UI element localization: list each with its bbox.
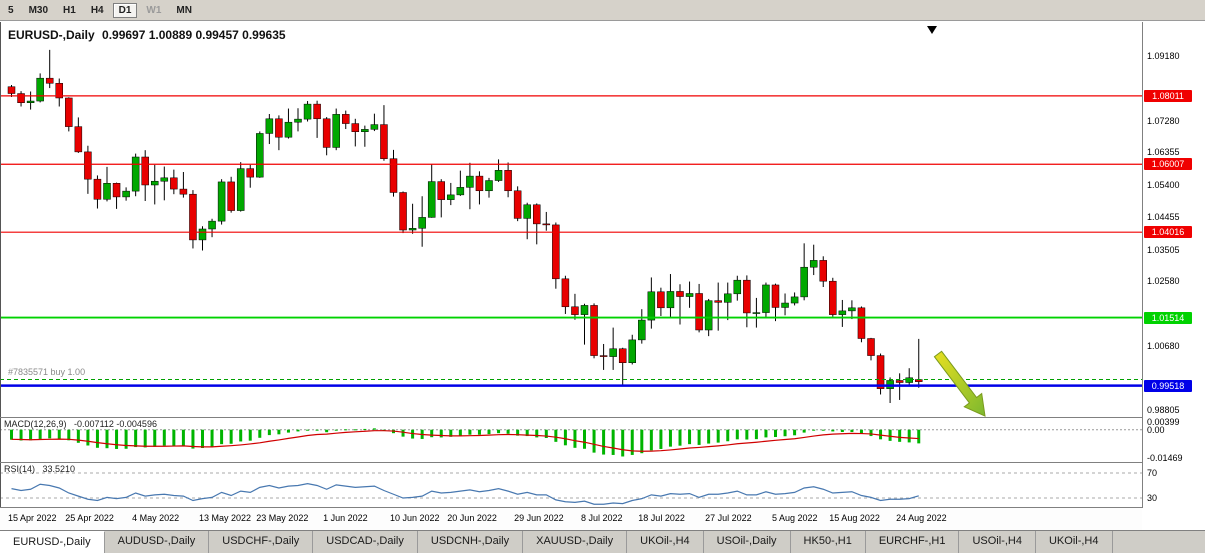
price-tick-label: 1.03505 (1147, 244, 1180, 255)
chart-title: EURUSD-,Daily 0.99697 1.00889 0.99457 0.… (8, 28, 290, 42)
timeframe-button-5[interactable]: 5 (8, 4, 14, 16)
macd-scale-label: 0.00399 (1147, 417, 1180, 427)
price-level-label: 1.01514 (1144, 311, 1192, 324)
timeframe-button-d1[interactable]: D1 (112, 2, 138, 18)
price-tick-label: 1.06355 (1147, 147, 1180, 158)
macd-signal-line (11, 430, 919, 452)
chart-tabs-bar: EURUSD-,Daily AUDUSD-,Daily USDCHF-,Daily U… (0, 530, 1205, 553)
macd-values: -0.007112 -0.004596 (74, 419, 157, 429)
chart-tab-hk50-h1[interactable]: HK50-,H1 (790, 531, 866, 553)
price-tick-label: 1.00680 (1147, 341, 1180, 352)
date-tick-label: 13 May 2022 (199, 513, 252, 523)
price-level-label: 1.08011 (1144, 89, 1192, 102)
macd-histogram (10, 428, 921, 457)
chart-tab-ukoil-h4[interactable]: UKOil-,H4 (627, 531, 704, 553)
chart-tab-xauusd-daily[interactable]: XAUUSD-,Daily (523, 531, 628, 553)
date-tick-label: 27 Jul 2022 (705, 513, 752, 523)
rsi-label: RSI(14) 33.5210 (4, 464, 80, 474)
price-tick-label: 1.04455 (1147, 212, 1180, 223)
date-tick-label: 15 Apr 2022 (8, 513, 57, 523)
candlestick-chart[interactable] (0, 22, 1142, 417)
date-tick-label: 8 Jul 2022 (581, 513, 623, 523)
price-axis: 1.09180 1.07280 1.06355 1.05400 1.04455 1.035… (1142, 22, 1205, 508)
chart-left-border (0, 22, 1, 508)
macd-scale-label: 0.00 (1147, 424, 1165, 435)
macd-label: MACD(12,26,9) -0.007112 -0.004596 (4, 419, 162, 429)
date-tick-label: 18 Jul 2022 (638, 513, 685, 523)
rsi-name: RSI(14) (4, 464, 36, 474)
down-triangle-marker (927, 26, 937, 34)
macd-scale-label: -0.01469 (1147, 453, 1183, 463)
order-line-label: #7835571 buy 1.00 (8, 367, 86, 378)
panel-separator[interactable] (0, 462, 1205, 463)
symbol-period-label: EURUSD-,Daily (8, 28, 95, 42)
macd-panel[interactable]: MACD(12,26,9) -0.007112 -0.004596 (0, 418, 1142, 462)
panel-separator (0, 507, 1205, 508)
chart-tab-ukoil-h4[interactable]: UKOil-,H4 (1035, 531, 1113, 553)
timeframe-button-h1[interactable]: H1 (63, 4, 76, 16)
chart-tab-eurchf-h1[interactable]: EURCHF-,H1 (865, 531, 960, 553)
rsi-scale-label: 70 (1147, 468, 1158, 478)
rsi-scale-label: 30 (1147, 493, 1158, 503)
price-level-label: 0.99518 (1144, 379, 1192, 392)
date-tick-label: 4 May 2022 (132, 513, 180, 523)
price-tick-label: 1.09180 (1147, 51, 1180, 61)
rsi-value: 33.5210 (42, 464, 76, 474)
timeframe-button-mn[interactable]: MN (176, 4, 192, 16)
rsi-line (11, 483, 919, 505)
price-level-label: 1.06007 (1144, 158, 1192, 171)
macd-name: MACD(12,26,9) (4, 419, 67, 429)
price-tick-label: 1.07280 (1147, 115, 1180, 126)
price-tick-label: 1.05400 (1147, 179, 1180, 190)
date-tick-label: 29 Jun 2022 (514, 513, 564, 523)
chart-tab-usoil-h4[interactable]: USOil-,H4 (959, 531, 1036, 553)
chart-tab-usoil-daily[interactable]: USOil-,Daily (703, 531, 791, 553)
timeframe-button-w1[interactable]: W1 (146, 4, 162, 16)
candles-layer (7, 49, 923, 404)
macd-chart[interactable] (0, 418, 1142, 462)
date-tick-label: 5 Aug 2022 (772, 513, 818, 523)
date-tick-label: 15 Aug 2022 (829, 513, 880, 523)
chart-tab-usdchf-daily[interactable]: USDCHF-,Daily (209, 531, 314, 553)
rsi-panel[interactable]: RSI(14) 33.5210 (0, 463, 1142, 507)
date-tick-label: 24 Aug 2022 (896, 513, 947, 523)
price-level-label: 1.04016 (1144, 226, 1192, 239)
chart-tab-usdcad-daily[interactable]: USDCAD-,Daily (313, 531, 418, 553)
chart-tab-usdcnh-daily[interactable]: USDCNH-,Daily (417, 531, 524, 553)
timeframe-button-m30[interactable]: M30 (28, 4, 49, 16)
date-tick-label: 20 Jun 2022 (447, 513, 497, 523)
down-arrow-object (933, 350, 986, 417)
ohlc-values: 0.99697 1.00889 0.99457 0.99635 (102, 28, 286, 42)
chart-tab-eurusd-daily[interactable]: EURUSD-,Daily (0, 531, 105, 553)
timeframe-button-h4[interactable]: H4 (90, 4, 104, 16)
price-tick-label: 0.98805 (1147, 405, 1180, 415)
timeframe-toolbar: 5 M30 H1 H4 D1 W1 MN (0, 0, 1205, 21)
date-tick-label: 25 Apr 2022 (65, 513, 114, 523)
price-tick-label: 1.02580 (1147, 276, 1180, 287)
rsi-chart[interactable] (0, 463, 1142, 507)
price-chart-panel[interactable]: EURUSD-,Daily 0.99697 1.00889 0.99457 0.… (0, 22, 1142, 417)
date-tick-label: 10 Jun 2022 (390, 513, 440, 523)
date-tick-label: 1 Jun 2022 (323, 513, 368, 523)
time-axis: 15 Apr 2022 25 Apr 2022 4 May 2022 13 May 2… (0, 508, 1142, 530)
date-tick-label: 23 May 2022 (256, 513, 309, 523)
panel-separator[interactable] (0, 417, 1205, 418)
chart-tab-audusd-daily[interactable]: AUDUSD-,Daily (104, 531, 210, 553)
